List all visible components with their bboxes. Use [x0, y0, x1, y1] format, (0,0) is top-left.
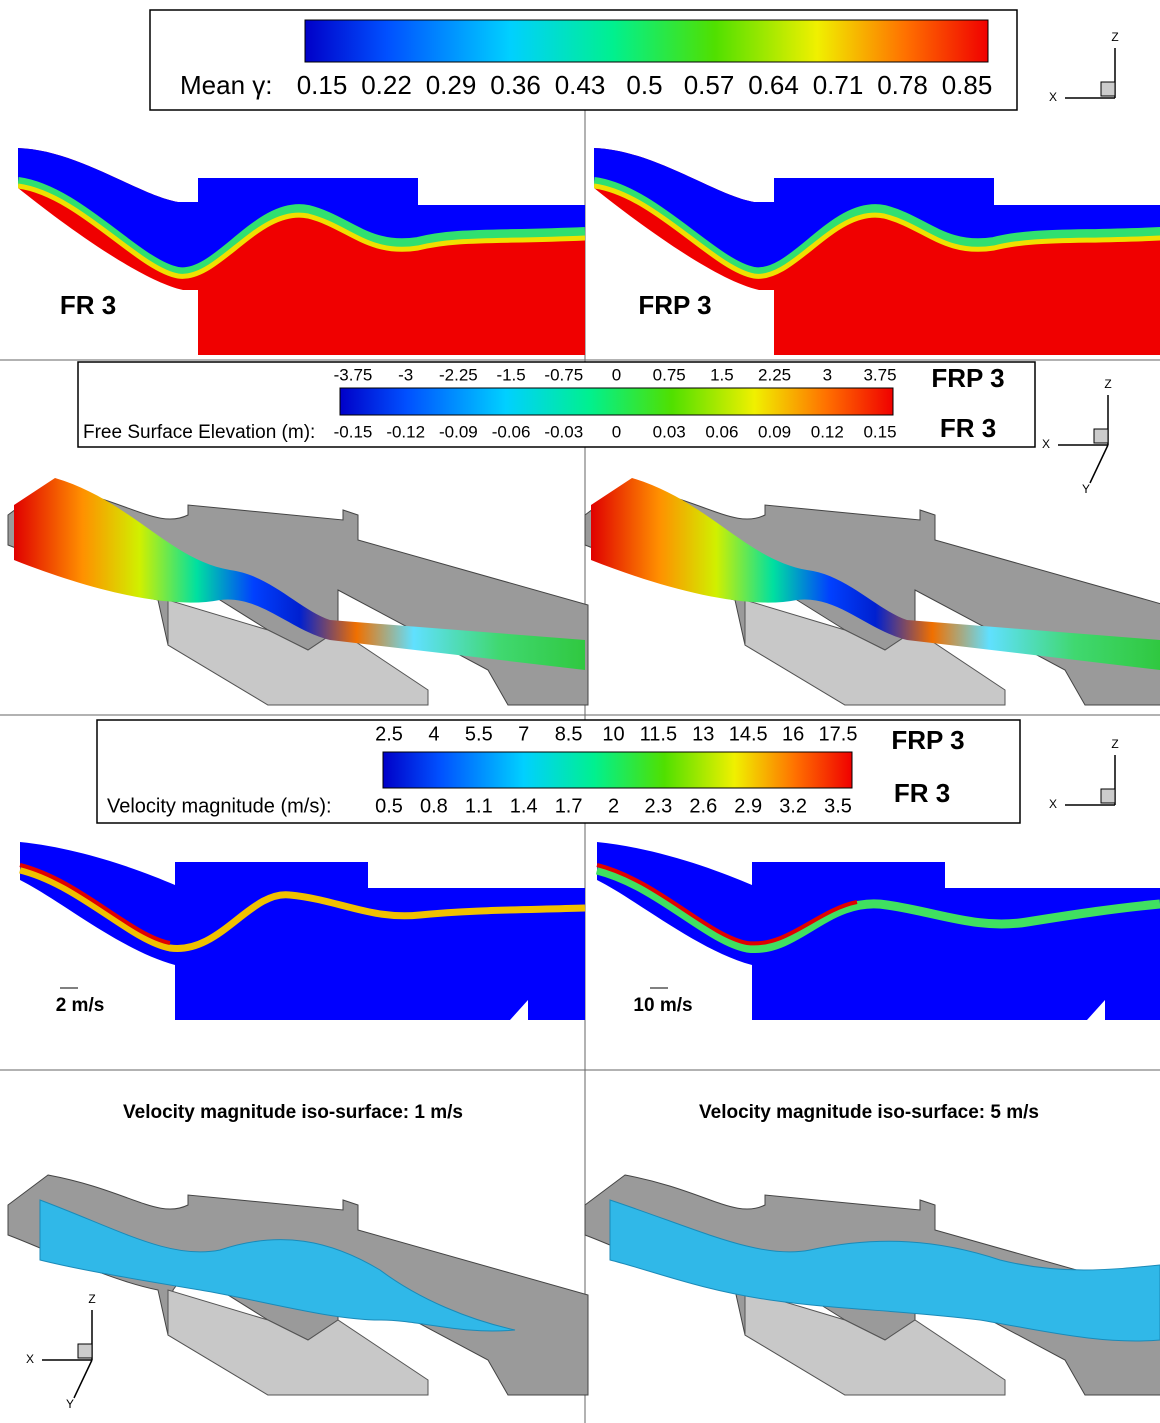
axis-label: Z	[1111, 30, 1118, 44]
tick-label: 3.5	[824, 795, 852, 817]
tick-label: 2.5	[375, 723, 403, 745]
colorbar-ticks: 0.15 0.22 0.29 0.36 0.43 0.5 0.57 0.64 0.71 0.78 0…	[297, 70, 993, 817]
axis-label: Y	[66, 1397, 74, 1411]
series-label: FRP 3	[931, 363, 1004, 393]
tick-label: 0.36	[490, 70, 541, 100]
tick-label: 0.06	[705, 422, 738, 441]
tick-label: 0.22	[361, 70, 412, 100]
tick-label: 0.8	[420, 795, 448, 817]
legend-label: Velocity magnitude (m/s):	[107, 795, 332, 817]
tick-label: 0.5	[626, 70, 662, 100]
tick-label: 14.5	[729, 723, 768, 745]
tick-label: -0.12	[386, 422, 425, 441]
tick-label: 1.7	[555, 795, 583, 817]
axis-label: Z	[1111, 737, 1118, 751]
tick-label: 0.5	[375, 795, 403, 817]
tick-label: 3	[823, 365, 832, 384]
tick-label: 10	[602, 723, 624, 745]
tick-label: -0.15	[334, 422, 373, 441]
tick-label: 16	[782, 723, 804, 745]
tick-label: 0.85	[942, 70, 993, 100]
axis-label: Z	[1104, 377, 1111, 391]
tick-label: -0.75	[544, 365, 583, 384]
axis-box	[1093, 428, 1109, 444]
colorbar	[339, 387, 894, 416]
axis-label: X	[1042, 437, 1050, 451]
iso-title: Velocity magnitude iso-surface: 1 m/s	[123, 1102, 463, 1123]
tick-label: 0.43	[555, 70, 606, 100]
tick-label: 1.1	[465, 795, 493, 817]
iso-surface-panel	[7, 1174, 1160, 1396]
tick-label: 0.57	[684, 70, 735, 100]
axis-box	[1100, 788, 1116, 804]
tick-label: 1.5	[710, 365, 734, 384]
axis-line	[1089, 444, 1109, 484]
tick-label: -2.25	[439, 365, 478, 384]
legend-label: Mean γ:	[180, 70, 273, 100]
tick-label: 17.5	[819, 723, 858, 745]
tick-label: 0	[612, 422, 621, 441]
tick-label: 3.2	[779, 795, 807, 817]
axis-line	[73, 1359, 93, 1399]
series-label: FR 3	[940, 413, 996, 443]
axis-triads: Z X Z X Y Z X Z X Y	[26, 30, 1119, 1411]
axis-box	[1100, 81, 1116, 97]
free-surface-panel	[7, 478, 1160, 706]
tick-label: -0.09	[439, 422, 478, 441]
tick-label: 0.03	[653, 422, 686, 441]
tick-label: 4	[428, 723, 439, 745]
tick-label: 2.9	[734, 795, 762, 817]
axis-label: X	[26, 1352, 34, 1366]
tick-label: 0.29	[426, 70, 477, 100]
tick-label: 11.5	[640, 723, 677, 745]
tick-label: 1.4	[510, 795, 538, 817]
tick-label: 0.15	[297, 70, 348, 100]
tick-label: 3.75	[863, 365, 896, 384]
colorbar	[304, 19, 989, 63]
tick-label: 7	[518, 723, 529, 745]
scale-label: 2 m/s	[56, 995, 105, 1016]
tick-label: 13	[692, 723, 714, 745]
tick-label: -1.5	[496, 365, 525, 384]
tick-label: 0.75	[653, 365, 686, 384]
panel-label: FRP 3	[638, 290, 711, 320]
tick-label: 0.78	[877, 70, 928, 100]
axis-label: Z	[88, 1292, 95, 1306]
tick-label: 2.3	[644, 795, 672, 817]
tick-label: 2.6	[689, 795, 717, 817]
axis-label: X	[1049, 797, 1057, 811]
tick-label: 0.71	[813, 70, 864, 100]
tick-label: 0	[612, 365, 621, 384]
tick-label: -3	[398, 365, 413, 384]
tick-label: 0.15	[863, 422, 896, 441]
scale-label: 10 m/s	[633, 995, 692, 1016]
tick-label: -0.06	[492, 422, 531, 441]
tick-label: 0.09	[758, 422, 791, 441]
colorbar	[382, 751, 853, 789]
series-label: FR 3	[894, 778, 950, 808]
axis-box	[77, 1343, 93, 1359]
series-label: FRP 3	[891, 725, 964, 755]
axis-label: X	[1049, 90, 1057, 104]
legend-label: Free Surface Elevation (m):	[83, 422, 315, 443]
volume-fraction-panel	[18, 140, 1160, 355]
iso-title: Velocity magnitude iso-surface: 5 m/s	[699, 1102, 1039, 1123]
tick-label: 5.5	[465, 723, 493, 745]
axis-label: Y	[1082, 482, 1090, 496]
tick-label: 2.25	[758, 365, 791, 384]
tick-label: 8.5	[555, 723, 583, 745]
tick-label: -0.03	[544, 422, 583, 441]
tick-label: -3.75	[334, 365, 373, 384]
tick-label: 2	[608, 795, 619, 817]
velocity-panel	[19, 842, 1160, 1020]
panel-label: FR 3	[60, 290, 116, 320]
tick-label: 0.12	[811, 422, 844, 441]
tick-label: 0.64	[748, 70, 799, 100]
